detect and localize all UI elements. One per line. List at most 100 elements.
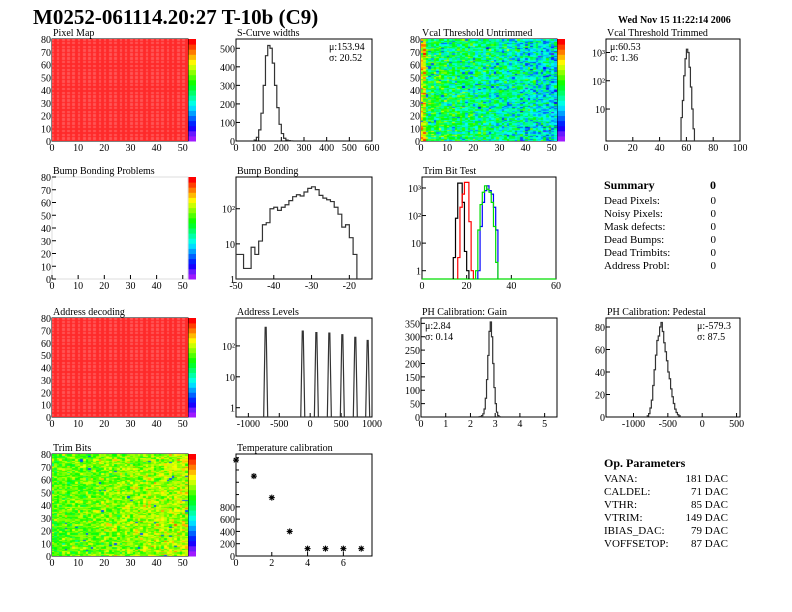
y-tick-label: 40 bbox=[41, 224, 51, 235]
x-tick-label: 4 bbox=[305, 558, 310, 569]
palette-cell bbox=[188, 64, 196, 71]
palette-cell bbox=[188, 318, 196, 324]
x-tick-label: 0 bbox=[604, 143, 609, 154]
palette-cell bbox=[188, 212, 196, 219]
summary-label: Dead Pixels: bbox=[604, 195, 660, 207]
color-palette bbox=[557, 39, 565, 142]
palette-cell bbox=[188, 464, 196, 470]
histogram-series bbox=[680, 48, 696, 141]
palette-cell bbox=[188, 515, 196, 521]
summary-value: 0 bbox=[710, 234, 717, 246]
y-tick-label: 40 bbox=[41, 86, 51, 97]
summary-label: Mask defects: bbox=[604, 221, 666, 233]
palette-cell bbox=[188, 469, 196, 475]
y-tick-label: 70 bbox=[41, 186, 51, 197]
palette-cell bbox=[188, 54, 196, 60]
histogram-series bbox=[477, 185, 499, 279]
x-tick-label: 6 bbox=[341, 558, 346, 569]
param-label: CALDEL: bbox=[604, 486, 651, 498]
plot-frame bbox=[235, 453, 373, 557]
palette-cell bbox=[188, 258, 196, 265]
palette-cell bbox=[557, 115, 565, 122]
color-palette bbox=[188, 39, 196, 142]
param-label: IBIAS_DAC: bbox=[604, 525, 665, 537]
param-label: VTHR: bbox=[604, 499, 637, 511]
y-tick-label: 40 bbox=[41, 364, 51, 375]
palette-cell bbox=[188, 525, 196, 531]
stats-text: σ: 87.5 bbox=[697, 332, 725, 343]
pixel-map-heatmap bbox=[52, 39, 188, 141]
palette-cell bbox=[188, 362, 196, 368]
chart-title: Vcal Threshold Untrimmed bbox=[422, 28, 532, 39]
summary-value: 0 bbox=[710, 260, 717, 272]
param-value: 85 DAC bbox=[691, 499, 728, 511]
address-decoding-heatmap bbox=[52, 318, 188, 417]
y-tick-label: 300 bbox=[220, 81, 235, 92]
summary-row: Address Probl: 0 bbox=[604, 260, 716, 273]
y-tick-label: 0 bbox=[46, 552, 51, 563]
x-tick-label: 50 bbox=[178, 281, 188, 292]
y-tick-label: 0 bbox=[600, 413, 605, 424]
star-marker bbox=[286, 528, 293, 535]
chart-title: Pixel Map bbox=[53, 28, 94, 39]
x-tick-label: 30 bbox=[125, 281, 135, 292]
palette-cell bbox=[188, 135, 196, 142]
summary-row: Dead Pixels: 0 bbox=[604, 195, 716, 208]
y-tick-label: 10 bbox=[410, 124, 420, 135]
x-tick-label: 200 bbox=[274, 143, 289, 154]
param-value: 79 DAC bbox=[691, 525, 728, 537]
y-tick-label: 60 bbox=[41, 476, 51, 487]
x-tick-label: 0 bbox=[234, 143, 239, 154]
palette-cell bbox=[188, 327, 196, 334]
param-row: VTRIM: 149 DAC bbox=[604, 512, 728, 525]
x-tick-label: 40 bbox=[152, 419, 162, 430]
x-tick-label: 40 bbox=[152, 281, 162, 292]
scurve-widths-panel: S-Curve widths 0 100 200 300 400 500 600 0 100 200… bbox=[220, 28, 380, 154]
op-parameters-title: Op. Parameters bbox=[604, 456, 686, 470]
palette-cell bbox=[188, 347, 196, 354]
palette-cell bbox=[557, 110, 565, 116]
y-tick-label: 10 bbox=[225, 373, 235, 384]
x-tick-label: -1000 bbox=[237, 419, 260, 430]
x-tick-label: 0 bbox=[50, 281, 55, 292]
x-tick-label: 50 bbox=[547, 143, 557, 154]
palette-cell bbox=[188, 115, 196, 122]
x-tick-label: 20 bbox=[462, 281, 472, 292]
x-tick-label: 30 bbox=[125, 143, 135, 154]
summary-row: Noisy Pixels: 0 bbox=[604, 208, 716, 221]
palette-cell bbox=[188, 402, 196, 408]
x-tick-label: 0 bbox=[420, 281, 425, 292]
palette-cell bbox=[557, 130, 565, 137]
summary-label: Dead Bumps: bbox=[604, 234, 665, 246]
palette-cell bbox=[188, 322, 196, 329]
palette-cell bbox=[188, 494, 196, 501]
summary-label: Noisy Pixels: bbox=[604, 208, 663, 220]
palette-cell bbox=[557, 90, 565, 96]
y-tick-label: 0 bbox=[46, 413, 51, 424]
y-tick-label: 60 bbox=[41, 61, 51, 72]
star-marker bbox=[358, 545, 365, 552]
y-tick-label: 10 bbox=[41, 539, 51, 550]
y-tick-label: 10³ bbox=[592, 48, 605, 59]
palette-cell bbox=[188, 79, 196, 86]
stats-text: μ:-579.3 bbox=[697, 321, 731, 332]
x-tick-label: 0 bbox=[50, 558, 55, 569]
x-tick-label: -500 bbox=[659, 419, 677, 430]
palette-cell bbox=[188, 125, 196, 132]
palette-cell bbox=[188, 110, 196, 116]
palette-cell bbox=[188, 382, 196, 388]
y-tick-label: 300 bbox=[405, 333, 420, 344]
chart-title: Trim Bit Test bbox=[423, 166, 476, 177]
vcal-threshold-trimmed-panel: Vcal Threshold Trimmed 0 20 40 60 80 100 10 10² 1… bbox=[592, 28, 748, 154]
x-tick-label: 10 bbox=[73, 143, 83, 154]
palette-cell bbox=[557, 44, 565, 50]
x-tick-label: 100 bbox=[733, 143, 748, 154]
y-tick-label: 50 bbox=[41, 73, 51, 84]
palette-cell bbox=[188, 372, 196, 378]
param-label: VTRIM: bbox=[604, 512, 643, 524]
y-tick-label: 0 bbox=[230, 137, 235, 148]
palette-cell bbox=[188, 39, 196, 45]
palette-cell bbox=[188, 207, 196, 214]
palette-cell bbox=[557, 64, 565, 71]
